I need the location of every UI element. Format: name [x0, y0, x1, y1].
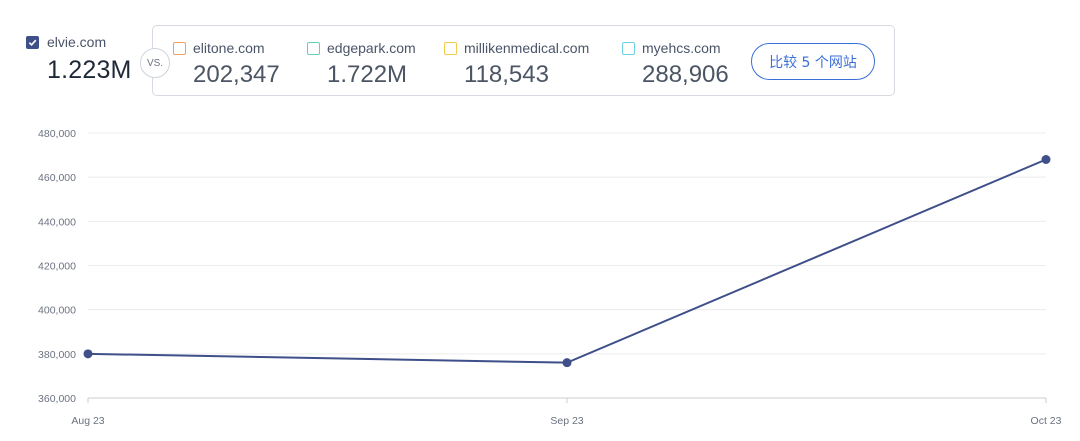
competitor-checkbox[interactable] — [622, 41, 635, 55]
x-tick-label: Aug 23 — [71, 415, 104, 427]
data-point — [1041, 155, 1051, 164]
competitor-domain: edgepark.com — [327, 40, 416, 56]
series-line — [87, 158, 1047, 364]
competitor-domain: millikenmedical.com — [464, 40, 590, 56]
y-tick-label: 380,000 — [38, 349, 76, 361]
check-icon — [28, 39, 37, 46]
primary-checkbox[interactable] — [26, 35, 39, 49]
competitor-domain: myehcs.com — [642, 40, 721, 56]
primary-site: elvie.com 1.223M — [26, 34, 132, 85]
y-tick-label: 460,000 — [38, 172, 76, 184]
y-tick-label: 440,000 — [38, 216, 76, 228]
competitor-value: 118,543 — [464, 61, 549, 88]
competitor-1: elitone.com 202,347 — [173, 40, 280, 89]
data-point — [562, 358, 572, 368]
y-tick-label: 420,000 — [38, 261, 76, 273]
primary-value: 1.223M — [47, 56, 132, 84]
primary-domain: elvie.com — [47, 34, 107, 50]
competitor-value: 1.722M — [327, 61, 408, 88]
vs-badge: VS. — [140, 48, 170, 78]
competitor-checkbox[interactable] — [307, 41, 320, 55]
y-tick-label: 480,000 — [38, 128, 76, 140]
competitor-value: 288,906 — [642, 61, 729, 88]
competitor-4: myehcs.com 288,906 — [622, 40, 729, 89]
competitor-panel: elitone.com 202,347 edgepark.com 1.722M … — [152, 25, 895, 96]
competitor-domain: elitone.com — [193, 40, 265, 56]
competitor-checkbox[interactable] — [444, 41, 457, 55]
y-tick-label: 400,000 — [38, 305, 76, 317]
y-tick-label: 360,000 — [38, 393, 76, 405]
data-point — [83, 349, 93, 359]
x-tick-label: Oct 23 — [1031, 415, 1062, 427]
compare-sites-button[interactable]: 比较 5 个网站 — [751, 43, 875, 80]
competitor-checkbox[interactable] — [173, 41, 186, 55]
competitor-value: 202,347 — [193, 61, 280, 88]
x-tick-label: Sep 23 — [550, 415, 583, 427]
competitor-2: edgepark.com 1.722M — [307, 40, 416, 89]
competitor-3: millikenmedical.com 118,543 — [444, 40, 589, 89]
